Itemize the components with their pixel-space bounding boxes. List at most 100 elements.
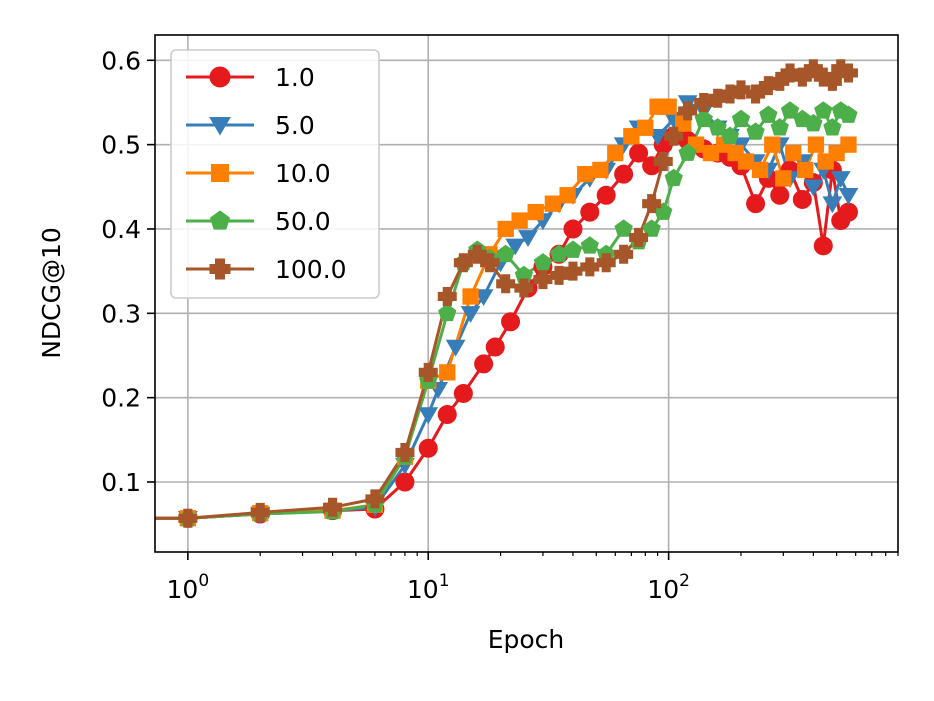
- plot-frame: [154, 34, 899, 553]
- y-tick-label: 0.5: [101, 131, 141, 160]
- data-point-marker: [664, 168, 683, 187]
- data-point-marker: [580, 257, 600, 277]
- data-point-marker: [642, 194, 662, 214]
- data-point-marker: [437, 286, 457, 306]
- data-point-marker: [702, 144, 720, 162]
- data-point-marker: [209, 66, 231, 88]
- data-point-marker: [533, 270, 553, 290]
- data-point-marker: [780, 63, 800, 83]
- series-100-0-markers: [178, 59, 858, 528]
- data-point-marker: [607, 144, 624, 162]
- data-point-marker: [438, 303, 457, 322]
- data-point-marker: [623, 128, 640, 145]
- y-axis-ticks: 0.1 0.2 0.3 0.4 0.5 0.6: [101, 46, 155, 497]
- x-tick-label: 100: [167, 571, 210, 604]
- data-point-marker: [792, 189, 812, 209]
- data-point-marker: [563, 261, 583, 281]
- series-markers: [177, 59, 859, 528]
- data-point-marker: [775, 170, 792, 187]
- data-point-marker: [797, 161, 814, 179]
- data-point-marker: [731, 80, 751, 100]
- legend-item: 5.0: [186, 111, 315, 140]
- data-point-marker: [764, 136, 781, 153]
- data-point-marker: [838, 63, 858, 83]
- data-point-marker: [838, 187, 859, 205]
- data-point-marker: [501, 312, 521, 332]
- legend-label: 1.0: [275, 63, 315, 92]
- data-point-marker: [209, 210, 231, 230]
- data-point-marker: [439, 364, 456, 381]
- data-point-marker: [822, 196, 843, 214]
- data-point-marker: [559, 187, 576, 204]
- data-point-marker: [211, 164, 229, 182]
- x-axis-ticks: 100 101 102: [167, 552, 899, 604]
- data-point-marker: [462, 288, 479, 305]
- data-point-marker: [694, 92, 714, 112]
- y-tick-label: 0.2: [101, 384, 141, 413]
- data-point-marker: [838, 202, 858, 222]
- data-point-marker: [637, 119, 654, 136]
- data-point-marker: [596, 185, 616, 205]
- y-tick-label: 0.3: [101, 299, 141, 328]
- data-point-marker: [527, 203, 544, 221]
- data-point-marker: [563, 219, 583, 239]
- data-point-marker: [395, 472, 415, 492]
- data-point-marker: [497, 220, 514, 238]
- data-point-marker: [563, 240, 583, 258]
- data-point-marker: [694, 109, 713, 128]
- data-point-marker: [395, 442, 415, 462]
- y-axis-title: NDCG@10: [37, 227, 66, 359]
- data-point-marker: [445, 339, 466, 357]
- legend-label: 10.0: [275, 159, 331, 188]
- legend-label: 100.0: [275, 255, 347, 284]
- data-point-marker: [511, 212, 528, 229]
- data-point-marker: [629, 227, 649, 247]
- data-point-marker: [505, 238, 526, 256]
- data-point-marker: [209, 117, 231, 136]
- legend-item: 10.0: [186, 159, 331, 188]
- data-point-marker: [708, 118, 727, 136]
- data-point-marker: [751, 161, 769, 179]
- data-point-marker: [830, 171, 851, 188]
- data-point-marker: [660, 98, 677, 115]
- legend: 1.0 5.0 10.0 50.0 100.0: [170, 49, 380, 299]
- x-tick-label: 102: [647, 571, 690, 604]
- data-point-marker: [514, 278, 534, 298]
- data-point-marker: [614, 219, 633, 237]
- data-point-marker: [759, 105, 778, 123]
- y-tick-label: 0.4: [101, 215, 141, 244]
- data-point-marker: [823, 118, 842, 136]
- data-point-marker: [209, 258, 231, 280]
- data-point-marker: [418, 362, 438, 382]
- data-point-marker: [770, 185, 790, 205]
- data-point-marker: [839, 105, 858, 123]
- data-point-marker: [496, 244, 515, 263]
- data-point-marker: [614, 244, 634, 264]
- data-point-marker: [453, 253, 473, 273]
- data-point-marker: [814, 101, 833, 119]
- data-point-marker: [770, 118, 789, 136]
- legend-label: 50.0: [275, 207, 331, 236]
- data-point-marker: [549, 265, 569, 285]
- data-point-marker: [473, 289, 494, 306]
- data-point-marker: [250, 502, 270, 522]
- data-point-marker: [807, 136, 825, 153]
- data-point-marker: [803, 179, 824, 197]
- data-point-marker: [678, 143, 697, 161]
- legend-frame: [170, 49, 380, 299]
- data-point-marker: [653, 152, 673, 172]
- x-axis-title: Epoch: [488, 625, 565, 654]
- data-point-marker: [785, 144, 802, 162]
- data-point-marker: [720, 126, 740, 144]
- data-point-marker: [642, 219, 661, 237]
- data-point-marker: [453, 383, 473, 403]
- y-tick-label: 0.6: [101, 46, 141, 75]
- data-point-marker: [580, 236, 599, 254]
- legend-item: 50.0: [186, 207, 331, 236]
- x-tick-label: 101: [407, 571, 450, 604]
- data-point-marker: [678, 101, 698, 121]
- data-point-marker: [592, 161, 609, 179]
- data-point-marker: [418, 407, 439, 425]
- data-point-marker: [485, 337, 505, 357]
